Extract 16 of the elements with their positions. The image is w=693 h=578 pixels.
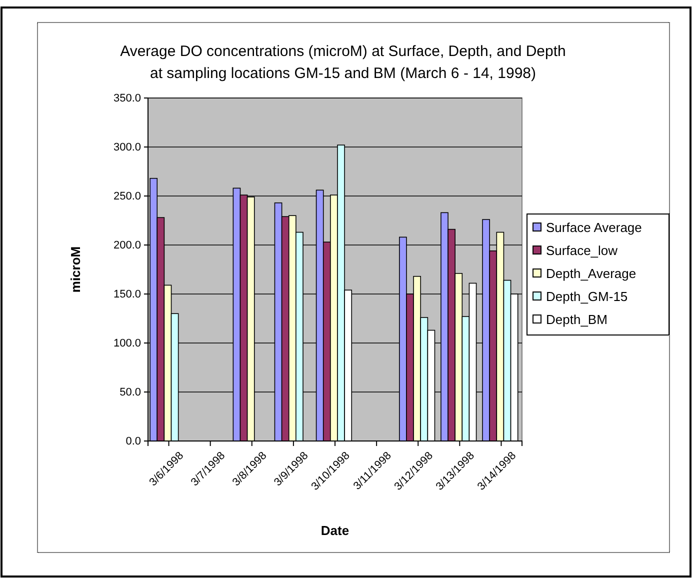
- y-tick-label: 350.0: [113, 92, 141, 105]
- x-axis-title: Date: [320, 523, 350, 538]
- legend-label: Depth_GM-15: [546, 289, 628, 304]
- legend-label: Depth_Average: [546, 266, 636, 281]
- y-tick-label: 50.0: [120, 386, 141, 399]
- y-tick-label: 250.0: [113, 190, 141, 203]
- y-tick-label: 0.0: [126, 436, 141, 448]
- y-tick-label: 150.0: [113, 288, 141, 301]
- y-axis-title: microM: [68, 246, 83, 293]
- legend-label: Surface_low: [546, 243, 618, 258]
- y-tick-label: 300.0: [113, 142, 141, 154]
- y-tick-label: 200.0: [113, 240, 141, 252]
- legend-label: Surface Average: [546, 220, 642, 235]
- chart-title: Average DO concentrations (microM) at Surface, Depth, and Depth at sampling locations GM-15 and BM (March 6 - 14, 1998): [120, 43, 566, 82]
- legend-label: Depth_BM: [546, 312, 608, 327]
- y-tick-label: 100.0: [113, 338, 141, 350]
